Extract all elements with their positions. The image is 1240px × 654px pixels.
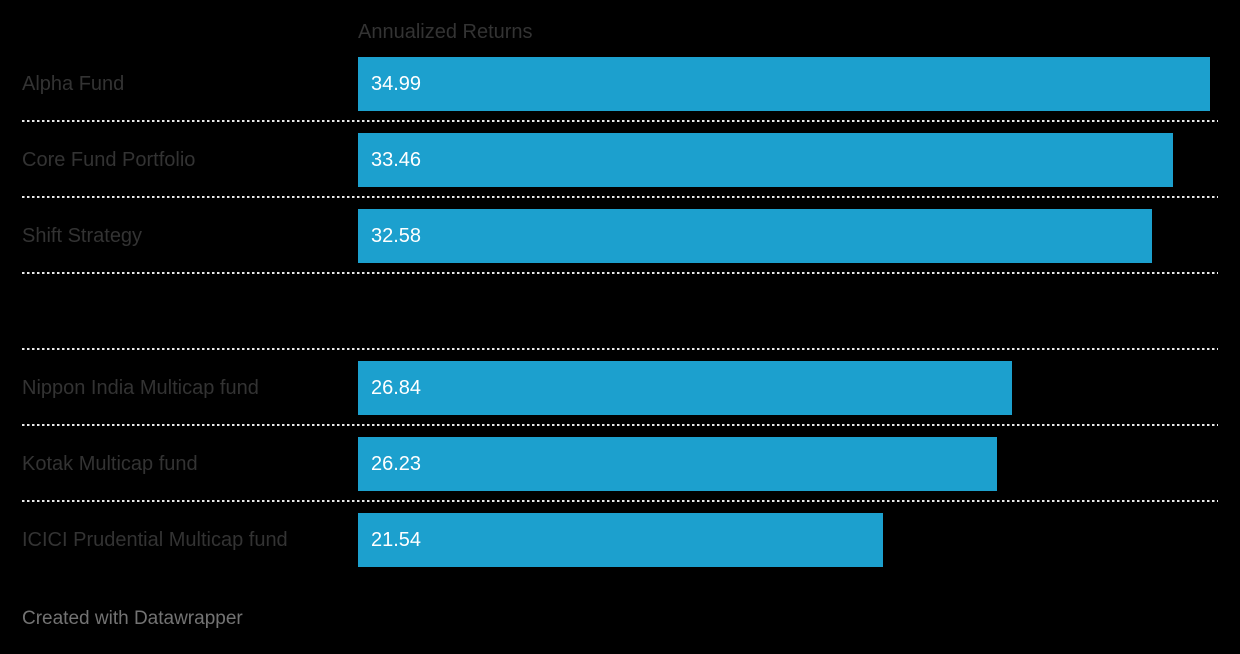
bar-track: 26.84 (358, 350, 1218, 426)
column-header: Annualized Returns (358, 21, 533, 43)
category-label: Kotak Multicap fund (22, 453, 198, 475)
category-label: Core Fund Portfolio (22, 149, 196, 171)
category-label: Alpha Fund (22, 73, 125, 95)
chart-header-row: Annualized Returns (22, 0, 1218, 46)
bar-track: 33.46 (358, 122, 1218, 198)
bar-track: 32.58 (358, 198, 1218, 274)
bar: 34.99 (358, 57, 1211, 111)
bar-value-label: 21.54 (371, 528, 422, 551)
chart-row (22, 274, 1218, 350)
bar: 33.46 (358, 133, 1174, 187)
category-label (22, 274, 358, 350)
chart-row: Kotak Multicap fund 26.23 (22, 426, 1218, 502)
bar: 26.23 (358, 437, 998, 491)
bar-track: 26.23 (358, 426, 1218, 502)
chart-row: Nippon India Multicap fund 26.84 (22, 350, 1218, 426)
bar: 21.54 (358, 513, 883, 567)
bar-value-label: 33.46 (371, 148, 422, 171)
bar-value-label: 26.23 (371, 452, 422, 475)
bar-value-label: 32.58 (371, 224, 422, 247)
bar-track: 34.99 (358, 46, 1218, 122)
bar-track (358, 274, 1218, 350)
datawrapper-attribution-link[interactable]: Created with Datawrapper (22, 608, 243, 629)
category-label: Nippon India Multicap fund (22, 377, 259, 399)
category-label: ICICI Prudential Multicap fund (22, 529, 288, 551)
chart-row: ICICI Prudential Multicap fund 21.54 (22, 502, 1218, 578)
chart-row: Core Fund Portfolio 33.46 (22, 122, 1218, 198)
bar: 32.58 (358, 209, 1152, 263)
bar-value-label: 26.84 (371, 376, 422, 399)
bar: 26.84 (358, 361, 1012, 415)
chart-footer: Created with Datawrapper (22, 608, 1218, 630)
chart-row: Alpha Fund 34.99 (22, 46, 1218, 122)
chart-row: Shift Strategy 32.58 (22, 198, 1218, 274)
bar-value-label: 34.99 (371, 72, 422, 95)
bar-track: 21.54 (358, 502, 1218, 578)
category-label: Shift Strategy (22, 225, 143, 247)
chart-rows: Alpha Fund 34.99 Core Fund Portfolio 33.… (22, 46, 1218, 578)
header-spacer (22, 0, 358, 46)
